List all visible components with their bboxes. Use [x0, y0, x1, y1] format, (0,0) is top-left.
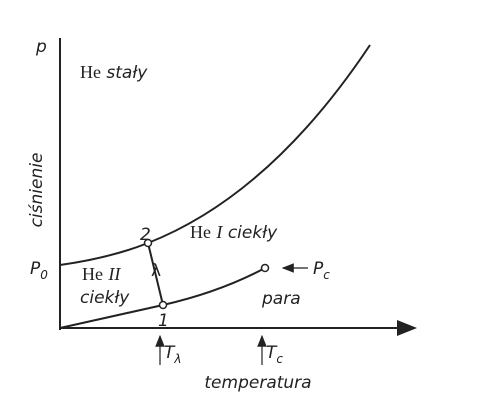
lambda-line — [147, 242, 164, 306]
he2-name: ciekły — [80, 288, 130, 308]
label-part: I — [215, 222, 223, 242]
x-label: temperatura — [204, 373, 311, 393]
label-part: P — [30, 259, 41, 279]
point-1 — [158, 300, 168, 310]
label-part: c — [276, 352, 283, 366]
label-part: c — [323, 268, 330, 282]
label-part: He — [190, 222, 211, 242]
label-part: ciekły — [228, 223, 278, 243]
pc-label: Pc — [313, 259, 330, 282]
label-part: He — [80, 62, 101, 82]
label-part: T — [164, 343, 176, 363]
y-symbol: p — [35, 37, 47, 57]
label-part: II — [107, 264, 121, 284]
melting-curve — [59, 44, 371, 266]
point-1-label: 1 — [158, 311, 169, 331]
critical-point — [260, 263, 270, 273]
solid-label: He stały — [80, 62, 148, 83]
point-2-label: 2 — [140, 225, 151, 245]
he1-label: He I ciekły — [190, 222, 278, 243]
label-part: λ — [173, 352, 181, 366]
he2-label: He II — [82, 264, 121, 285]
label-part: He — [82, 264, 103, 284]
vapor-label: para — [261, 289, 301, 309]
label-part: 0 — [40, 268, 48, 282]
lambda-label: λ — [151, 261, 161, 281]
t-c-label: Tc — [266, 343, 283, 366]
p0-label: P0 — [30, 259, 48, 282]
label-part: P — [313, 259, 324, 279]
label-part: T — [266, 343, 278, 363]
y-label: ciśnienie — [27, 153, 47, 228]
t-lambda-label: Tλ — [164, 343, 182, 366]
label-part: stały — [106, 63, 148, 83]
point-2 — [143, 238, 153, 248]
